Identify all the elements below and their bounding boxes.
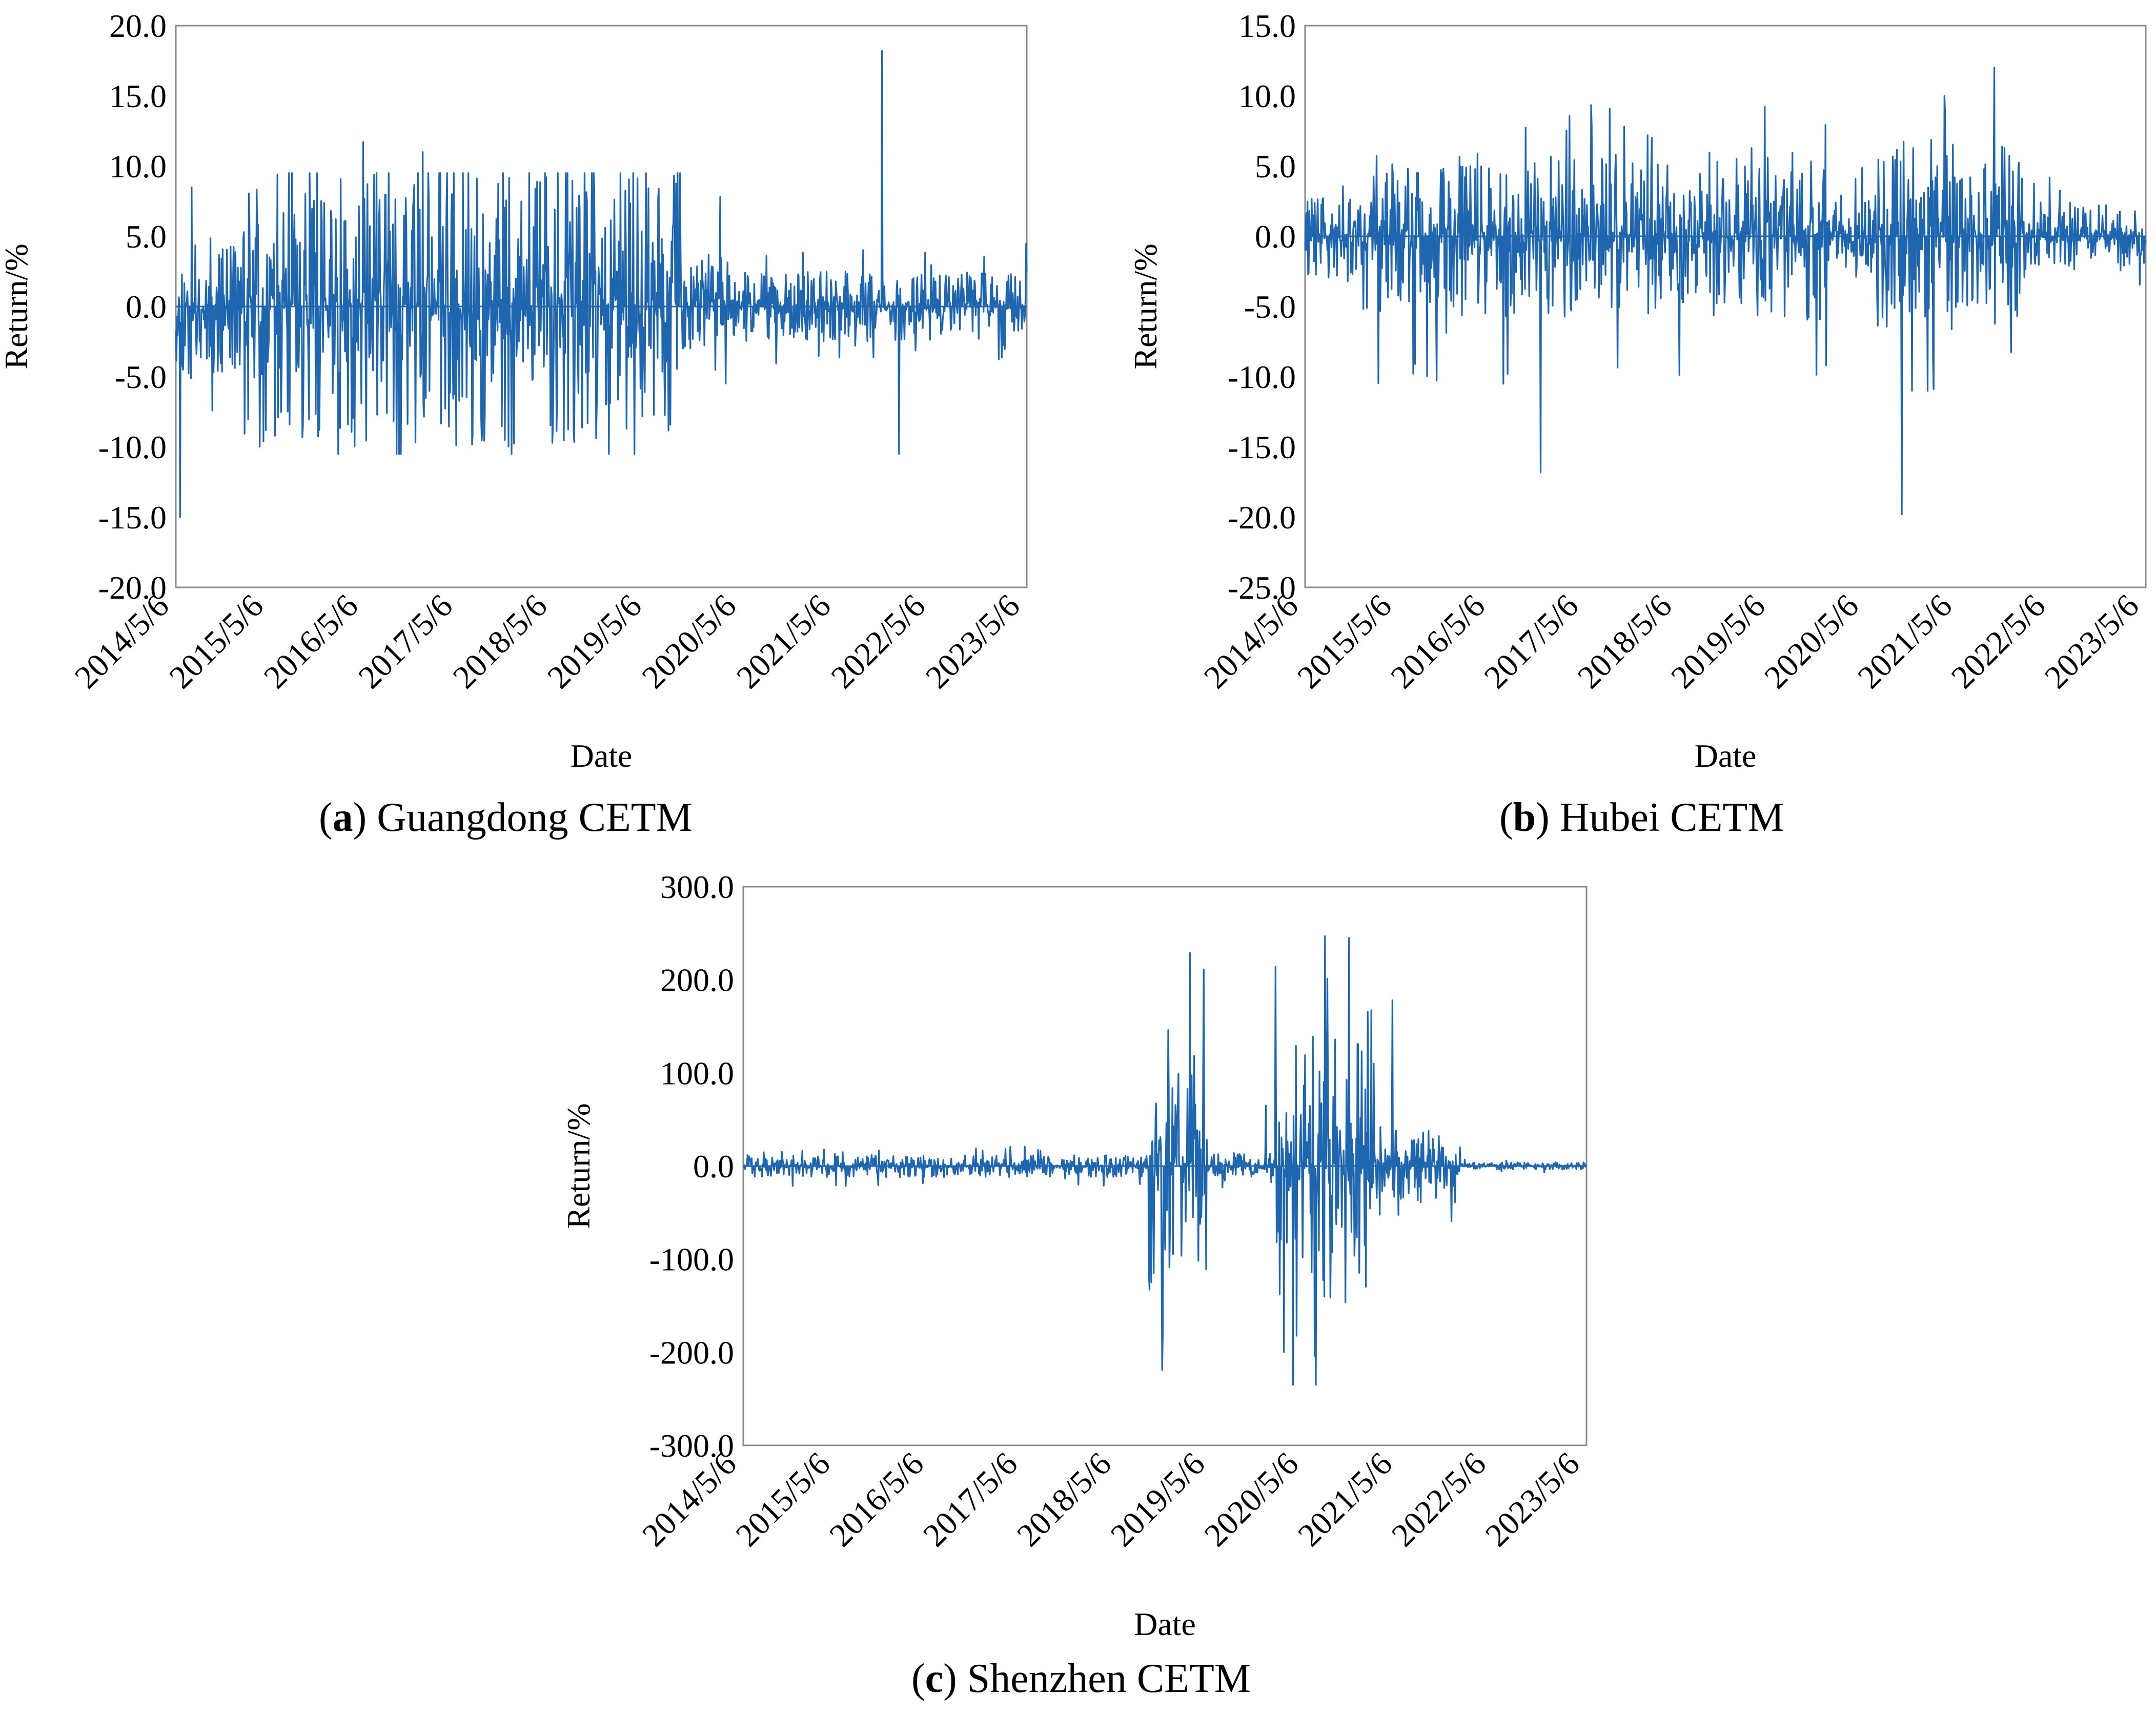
chart-title: Hubei CETM [1559, 795, 1784, 840]
y-tick-label: 10.0 [1238, 78, 1296, 114]
x-tick-label: 2022/5/6 [1385, 1445, 1493, 1554]
x-tick-labels: 2014/5/62015/5/62016/5/62017/5/62018/5/6… [635, 1445, 1587, 1554]
series-line [743, 935, 1587, 1386]
x-tick-label: 2018/5/6 [1571, 587, 1679, 696]
chart-panel-b: -25.0 -20.0 -15.0 -10.0 -5.0 0.0 5.0 10.0 15.0 2… [1127, 8, 2147, 774]
caption-letter: b [1513, 795, 1536, 840]
y-tick-label: 0.0 [693, 1148, 734, 1185]
x-tick-label: 2022/5/6 [824, 587, 932, 696]
y-tick-label: -100.0 [649, 1241, 734, 1278]
x-tick-label: 2020/5/6 [1757, 587, 1865, 696]
x-tick-label: 2023/5/6 [1478, 1445, 1587, 1554]
series-line [175, 50, 1028, 518]
y-tick-label: 300.0 [660, 869, 734, 905]
y-tick-label: -20.0 [1228, 499, 1296, 536]
y-tick-label: 100.0 [660, 1055, 734, 1091]
caption-a: (a) Guangdong CETM [319, 795, 693, 840]
x-tick-label: 2021/5/6 [1291, 1445, 1399, 1554]
x-tick-label: 2023/5/6 [2038, 587, 2146, 696]
x-tick-label: 2020/5/6 [1197, 1445, 1305, 1554]
chart-title: Guangdong CETM [377, 795, 693, 840]
y-tick-label: 5.0 [126, 218, 167, 255]
y-tick-label: -10.0 [98, 429, 167, 465]
chart-panel-a: -20.0 -15.0 -10.0 -5.0 0.0 5.0 10.0 15.0 20.0 20… [0, 8, 1028, 774]
y-tick-label: 10.0 [109, 148, 167, 185]
y-tick-label: -5.0 [1244, 289, 1296, 325]
x-tick-label: 2019/5/6 [540, 587, 648, 696]
x-tick-label: 2016/5/6 [822, 1445, 930, 1554]
y-tick-labels: -300.0 -200.0 -100.0 0.0 100.0 200.0 300.0 [649, 869, 734, 1464]
y-tick-label: -20.0 [98, 569, 167, 606]
x-tick-label: 2016/5/6 [257, 587, 365, 696]
y-tick-label: -15.0 [98, 499, 167, 536]
x-tick-label: 2019/5/6 [1664, 587, 1772, 696]
y-tick-label: -10.0 [1228, 359, 1296, 395]
x-tick-label: 2017/5/6 [916, 1445, 1024, 1554]
x-tick-labels: 2014/5/62015/5/62016/5/62017/5/62018/5/6… [1197, 587, 2146, 696]
x-tick-label: 2019/5/6 [1104, 1445, 1212, 1554]
y-tick-label: 200.0 [660, 962, 734, 998]
x-tick-label: 2021/5/6 [729, 587, 838, 696]
x-tick-label: 2018/5/6 [1010, 1445, 1118, 1554]
y-tick-label: -300.0 [649, 1427, 734, 1464]
y-tick-label: -200.0 [649, 1334, 734, 1371]
y-tick-label: 15.0 [1238, 8, 1296, 44]
y-tick-label: 15.0 [109, 78, 167, 114]
y-tick-labels: -20.0 -15.0 -10.0 -5.0 0.0 5.0 10.0 15.0 20.0 [98, 8, 167, 606]
return-series [743, 935, 1587, 1386]
x-tick-label: 2020/5/6 [635, 587, 743, 696]
x-tick-label: 2022/5/6 [1944, 587, 2052, 696]
return-series [175, 50, 1028, 518]
x-axis-label: Date [1134, 1606, 1196, 1642]
y-tick-labels: -25.0 -20.0 -15.0 -10.0 -5.0 0.0 5.0 10.0 15.0 [1228, 8, 1296, 606]
x-axis-label: Date [1695, 738, 1757, 774]
chart-panel-c: -300.0 -200.0 -100.0 0.0 100.0 200.0 300.0 201… [564, 869, 1588, 1642]
x-tick-label: 2023/5/6 [919, 587, 1027, 696]
plot-area [1304, 25, 2147, 588]
y-tick-label: 20.0 [109, 8, 167, 44]
y-tick-label: -5.0 [115, 359, 167, 395]
x-tick-label: 2015/5/6 [729, 1445, 837, 1554]
x-tick-label: 2015/5/6 [162, 587, 270, 696]
y-tick-label: 5.0 [1255, 148, 1296, 185]
caption-c: (c) Shenzhen CETM [911, 1656, 1251, 1701]
caption-b: (b) Hubei CETM [1499, 795, 1784, 840]
caption-letter: a [332, 795, 353, 840]
return-series [1304, 67, 2147, 516]
series-line [1304, 67, 2147, 516]
y-axis-label: Return/% [0, 243, 34, 369]
x-tick-label: 2021/5/6 [1850, 587, 1959, 696]
x-tick-label: 2018/5/6 [446, 587, 554, 696]
y-axis-label: Return/% [1127, 243, 1164, 369]
caption-letter: c [925, 1656, 944, 1701]
y-axis-label: Return/% [564, 1103, 597, 1229]
x-tick-label: 2016/5/6 [1384, 587, 1492, 696]
y-tick-label: 0.0 [1255, 218, 1296, 255]
x-tick-label: 2017/5/6 [351, 587, 459, 696]
x-tick-label: 2015/5/6 [1290, 587, 1398, 696]
y-tick-label: 0.0 [126, 289, 167, 325]
y-tick-label: -15.0 [1228, 429, 1296, 465]
x-tick-labels: 2014/5/62015/5/62016/5/62017/5/62018/5/6… [68, 587, 1027, 696]
chart-title: Shenzhen CETM [967, 1656, 1251, 1701]
y-tick-label: -25.0 [1228, 569, 1296, 606]
x-axis-label: Date [571, 738, 633, 774]
x-tick-label: 2017/5/6 [1477, 587, 1585, 696]
